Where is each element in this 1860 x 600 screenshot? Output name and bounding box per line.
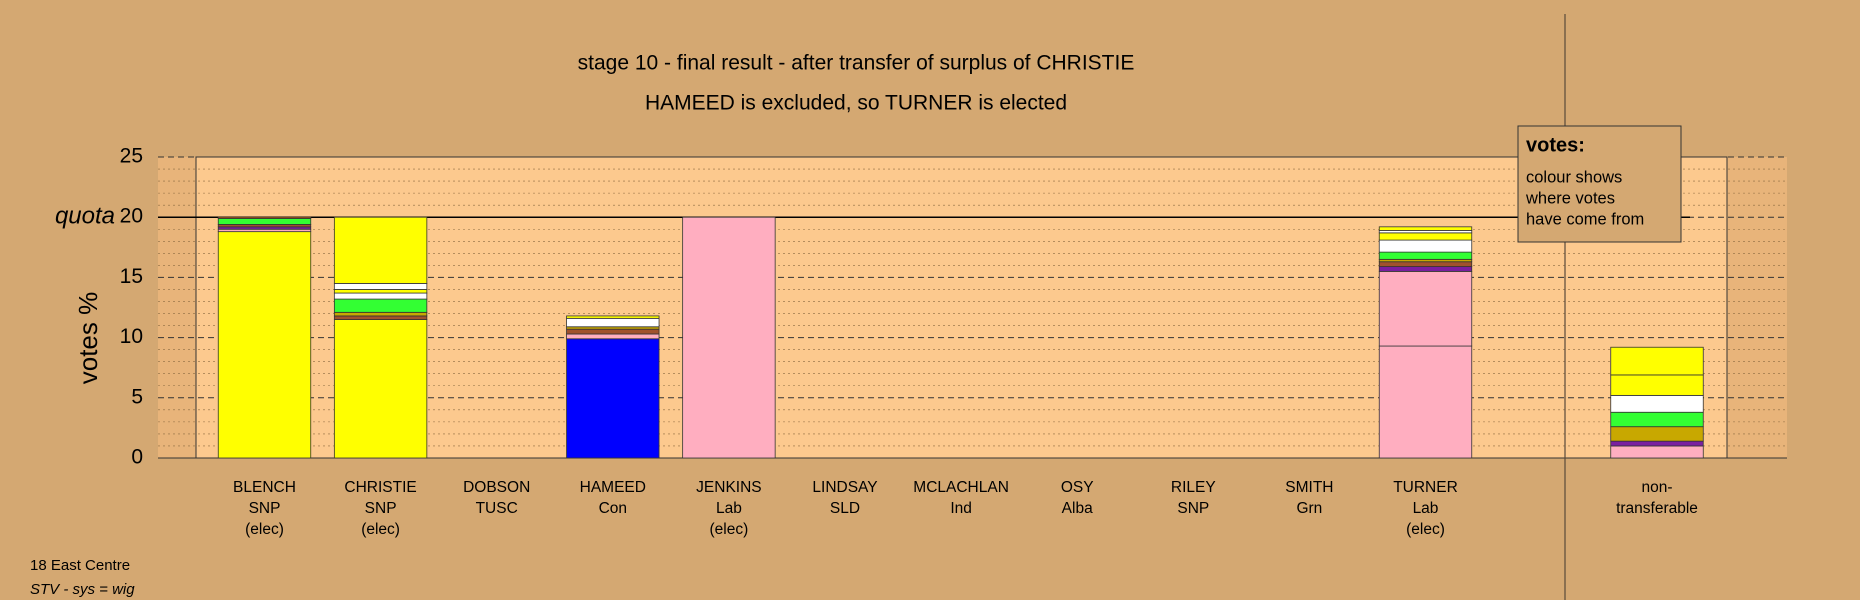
bar-segment	[333, 319, 428, 459]
x-tick-label: TUSC	[476, 500, 518, 517]
x-tick-label: RILEY	[1171, 479, 1216, 496]
x-tick-label: SMITH	[1285, 479, 1333, 496]
bar-segment	[333, 315, 428, 320]
footer: 18 East Centre	[30, 557, 130, 574]
x-tick-label: TURNER	[1393, 479, 1458, 496]
x-tick-label: SLD	[830, 500, 860, 517]
footer: STV - sys = wig	[30, 581, 135, 598]
x-tick-label: JENKINS	[696, 479, 761, 496]
bar-segment	[1378, 251, 1473, 260]
x-tick-label: (elec)	[245, 521, 284, 538]
bar-segment	[1378, 261, 1473, 267]
bar-segment	[1378, 232, 1473, 241]
x-tick-label: (elec)	[710, 521, 749, 538]
bar-segment	[333, 216, 428, 284]
bar-segment	[1378, 345, 1473, 459]
x-tick-label: DOBSON	[463, 479, 530, 496]
x-tick-label: SNP	[1177, 500, 1209, 517]
x-tick-label: Ind	[950, 500, 972, 517]
quota-label: quota	[55, 203, 115, 230]
bar-segment	[217, 218, 312, 225]
legend-box	[1517, 125, 1682, 243]
bar-segment	[1378, 266, 1473, 272]
x-tick-label: SNP	[365, 500, 397, 517]
x-tick-label: HAMEED	[580, 479, 646, 496]
legend-text: colour shows	[1526, 168, 1622, 186]
x-tick-label: Grn	[1296, 500, 1322, 517]
x-tick-label: Lab	[716, 500, 742, 517]
bar-segment	[566, 315, 660, 319]
bar-segment	[1610, 394, 1704, 413]
bar-segment	[1378, 226, 1473, 231]
bar-segment	[333, 289, 428, 294]
y-tick-label: 25	[120, 145, 143, 168]
x-tick-label: BLENCH	[233, 479, 296, 496]
x-tick-label: Con	[599, 500, 627, 517]
x-tick-label: Alba	[1062, 500, 1093, 517]
x-tick-label: MCLACHLAN	[913, 479, 1009, 496]
bar-segment	[1610, 346, 1704, 376]
bar-segment	[1610, 440, 1704, 447]
bar-segment	[217, 216, 312, 219]
bar-segment	[1610, 411, 1704, 428]
bar-segment	[333, 292, 428, 300]
y-axis-label: votes %	[73, 292, 103, 385]
bar-segment	[333, 283, 428, 290]
bar-segment	[217, 231, 312, 459]
x-tick-label: CHRISTIE	[344, 479, 416, 496]
bar-segment	[1610, 426, 1704, 442]
y-tick-label: 0	[131, 446, 143, 469]
x-tick-label: (elec)	[361, 521, 400, 538]
x-tick-label: (elec)	[1406, 521, 1445, 538]
x-tick-label: SNP	[249, 500, 281, 517]
y-tick-label: 15	[120, 265, 143, 288]
x-tick-label: Lab	[1413, 500, 1439, 517]
x-tick-label: transferable	[1616, 500, 1698, 517]
bar-segment	[333, 311, 428, 317]
legend-text: where votes	[1525, 189, 1615, 207]
bar-segment	[333, 298, 428, 313]
legend-text: have come from	[1526, 210, 1644, 228]
x-tick-label: non-	[1641, 479, 1672, 496]
bar-segment	[566, 317, 660, 328]
legend-title: votes:	[1526, 134, 1585, 156]
x-tick-label: LINDSAY	[812, 479, 877, 496]
bar-segment	[1378, 239, 1473, 253]
bar-segment	[1610, 445, 1704, 459]
bar-segment	[1378, 270, 1473, 347]
bar-segment	[1610, 374, 1704, 396]
plot-frame	[195, 156, 1728, 459]
chart-subtitle: HAMEED is excluded, so TURNER is elected	[645, 92, 1067, 115]
bar-segment	[566, 333, 660, 340]
bar-segment	[566, 338, 660, 459]
y-tick-label: 5	[131, 385, 143, 408]
bar-segment	[682, 216, 776, 459]
chart-title: stage 10 - final result - after transfer…	[578, 52, 1135, 75]
y-tick-label: 10	[120, 325, 143, 348]
x-tick-label: OSY	[1061, 479, 1094, 496]
y-tick-label: 20	[120, 205, 143, 228]
bar-segment	[566, 328, 660, 335]
